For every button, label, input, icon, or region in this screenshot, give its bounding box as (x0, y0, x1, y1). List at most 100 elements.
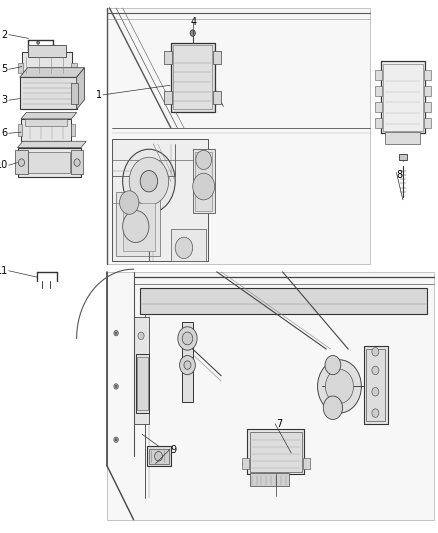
Circle shape (129, 157, 169, 205)
Bar (375, 86, 382, 96)
Bar (399, 154, 407, 160)
Bar (18, 63, 23, 73)
Text: 10: 10 (0, 160, 8, 170)
Bar (22, 52, 72, 77)
Bar (375, 102, 382, 112)
Text: 4: 4 (191, 18, 197, 27)
Bar (71, 63, 77, 73)
Bar (366, 349, 385, 421)
Bar (134, 317, 149, 424)
Bar (250, 432, 302, 472)
Bar (149, 449, 169, 464)
Circle shape (196, 150, 212, 169)
Circle shape (138, 359, 144, 366)
Bar (381, 61, 425, 133)
Circle shape (372, 366, 379, 375)
Bar (147, 446, 171, 466)
Text: 3: 3 (2, 95, 8, 105)
Text: 9: 9 (171, 446, 177, 455)
Circle shape (114, 437, 118, 442)
Circle shape (74, 159, 80, 166)
Bar (28, 45, 66, 57)
Text: 11: 11 (0, 266, 8, 276)
Circle shape (114, 384, 118, 389)
Bar (385, 132, 420, 144)
Circle shape (138, 332, 144, 340)
Bar (171, 43, 215, 112)
Bar (173, 45, 212, 109)
Circle shape (37, 41, 39, 44)
Circle shape (120, 191, 139, 214)
Bar (107, 272, 434, 520)
Bar (193, 149, 215, 213)
Bar (303, 458, 310, 469)
Text: 5: 5 (2, 64, 8, 74)
Circle shape (325, 356, 341, 375)
Bar (213, 91, 221, 104)
Bar (242, 458, 249, 469)
Bar (195, 152, 212, 211)
Bar (107, 8, 370, 264)
Bar (25, 119, 67, 126)
Bar (375, 118, 382, 128)
Bar (71, 124, 75, 136)
Bar (247, 429, 304, 474)
Circle shape (115, 332, 117, 334)
Bar (424, 102, 431, 112)
Circle shape (184, 361, 191, 369)
Bar (164, 51, 172, 64)
Circle shape (180, 356, 195, 375)
Polygon shape (77, 68, 85, 109)
Circle shape (193, 173, 215, 200)
Circle shape (178, 327, 197, 350)
Bar (21, 119, 71, 141)
Bar (424, 118, 431, 128)
Circle shape (140, 171, 158, 192)
Circle shape (115, 439, 117, 441)
Circle shape (175, 237, 193, 259)
Bar (364, 346, 388, 424)
Circle shape (323, 396, 343, 419)
Bar (18, 124, 22, 136)
Bar (424, 86, 431, 96)
Text: 6: 6 (2, 128, 8, 138)
Circle shape (114, 330, 118, 336)
Bar (424, 70, 431, 80)
Bar (213, 51, 221, 64)
Polygon shape (18, 141, 86, 148)
Bar (164, 91, 172, 104)
Bar (71, 150, 83, 174)
Bar (140, 288, 427, 314)
Circle shape (18, 159, 25, 166)
Bar (171, 229, 206, 261)
Circle shape (372, 409, 379, 417)
Bar (116, 192, 160, 256)
Bar (112, 139, 208, 261)
Text: 2: 2 (2, 30, 8, 39)
Bar (123, 203, 155, 251)
Bar (137, 357, 148, 410)
Bar (18, 148, 81, 177)
Bar (20, 77, 77, 109)
Bar (182, 322, 193, 402)
Text: 7: 7 (276, 419, 282, 429)
Polygon shape (20, 68, 85, 77)
Text: 1: 1 (96, 90, 102, 100)
Circle shape (325, 369, 353, 403)
Circle shape (318, 360, 361, 413)
Circle shape (372, 387, 379, 396)
Circle shape (182, 332, 193, 345)
Bar (28, 152, 70, 173)
Bar (71, 83, 78, 104)
Circle shape (372, 348, 379, 356)
Bar (136, 354, 149, 413)
Polygon shape (21, 112, 77, 119)
Bar (383, 64, 423, 131)
Circle shape (123, 149, 175, 213)
Bar (375, 70, 382, 80)
Bar (250, 473, 289, 486)
Circle shape (123, 211, 149, 243)
Circle shape (190, 30, 195, 36)
Text: 8: 8 (396, 170, 403, 180)
Circle shape (138, 385, 144, 393)
